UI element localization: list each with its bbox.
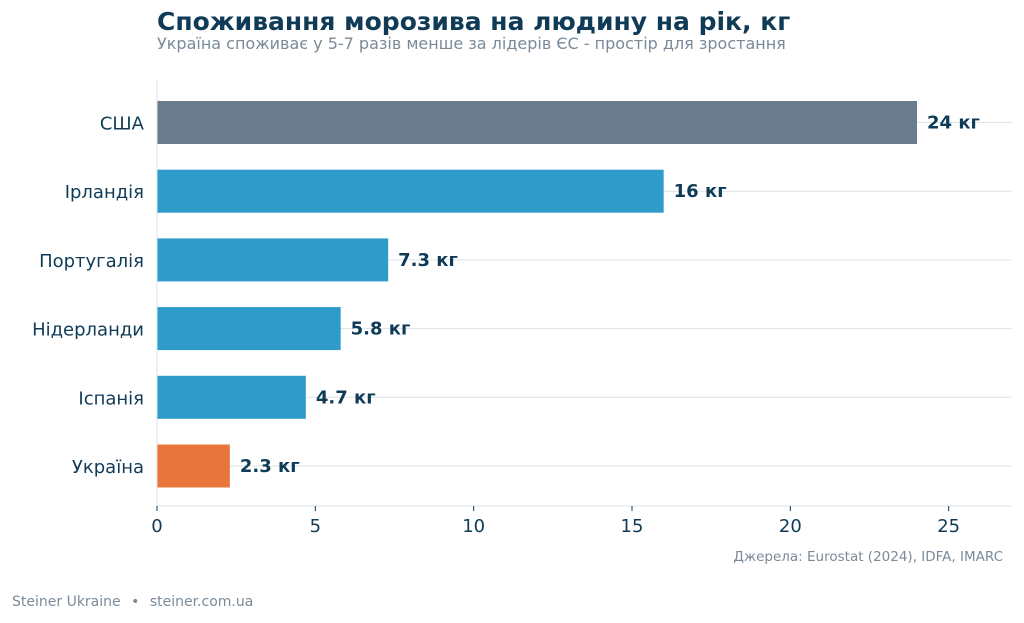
- value-label: 16 кг: [674, 181, 727, 202]
- category-label: Іспанія: [78, 388, 144, 409]
- bar-2: [157, 169, 664, 213]
- footer-brand: Steiner Ukraine: [12, 594, 121, 610]
- chart-title: Споживання морозива на людину на рік, кг: [157, 7, 791, 36]
- value-label: 24 кг: [927, 113, 980, 134]
- x-tick-label: 10: [462, 516, 485, 537]
- footer: Steiner Ukraine • steiner.com.ua: [12, 594, 253, 610]
- footer-site[interactable]: steiner.com.ua: [149, 594, 254, 610]
- bars: [157, 101, 917, 488]
- value-label: 5.8 кг: [351, 319, 411, 340]
- x-tick-label: 15: [621, 516, 644, 537]
- bar-3: [157, 238, 389, 282]
- x-tick-label: 20: [779, 516, 802, 537]
- bar-6: [157, 444, 230, 488]
- bar-5: [157, 375, 306, 419]
- category-label: Україна: [72, 457, 144, 478]
- value-label: 7.3 кг: [398, 250, 458, 271]
- value-label: 4.7 кг: [316, 387, 376, 408]
- labels: США 24 кг Ірландія 16 кг Португалія 7.3 кг Нід…: [32, 113, 980, 479]
- x-tick-label: 25: [937, 516, 960, 537]
- footer-separator: •: [131, 594, 140, 610]
- axes: 0 5 10 15 20 25: [151, 80, 1012, 537]
- value-label: 2.3 кг: [240, 456, 300, 477]
- bar-1: [157, 101, 917, 144]
- source-note: Джерела: Eurostat (2024), IDFA, IMARC: [733, 549, 1003, 565]
- category-label: США: [100, 114, 145, 135]
- chart-subtitle: Україна споживає у 5-7 разів менше за лі…: [157, 34, 786, 53]
- x-tick-label: 5: [310, 516, 321, 537]
- bar-4: [157, 307, 341, 351]
- category-label: Португалія: [39, 251, 144, 272]
- x-tick-label: 0: [151, 516, 162, 537]
- category-label: Нідерланди: [32, 320, 144, 341]
- category-label: Ірландія: [65, 182, 144, 203]
